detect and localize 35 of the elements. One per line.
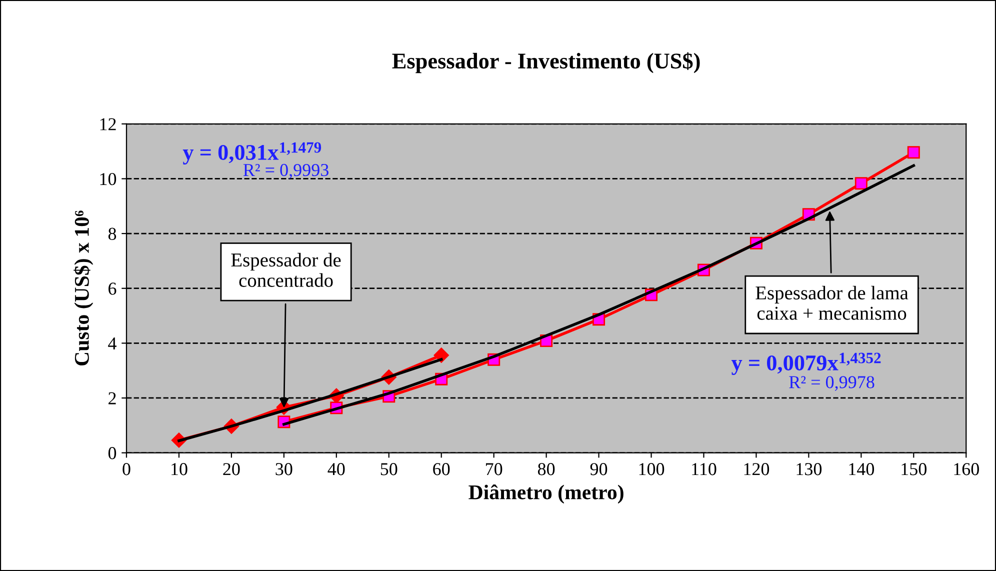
x-tick-label: 80 xyxy=(538,463,555,476)
y-tick-label: 6 xyxy=(108,282,116,295)
x-tick-label: 130 xyxy=(796,463,822,476)
x-tick-label: 0 xyxy=(122,463,130,476)
x-tick-label: 90 xyxy=(590,463,608,476)
x-axis-title: Diâmetro (metro) xyxy=(468,484,624,504)
x-tick-label: 120 xyxy=(744,463,770,476)
annotation: R² = 0,9993 xyxy=(243,164,328,179)
annotation: Espessador de lama caixa + mecanismo xyxy=(756,286,908,320)
y-tick-label: 10 xyxy=(100,172,116,186)
x-tick-label: 50 xyxy=(380,463,398,476)
annotation: Espessador de concentrado xyxy=(231,252,341,287)
y-tick-label: 4 xyxy=(108,338,116,350)
x-tick-label: 30 xyxy=(276,463,292,476)
x-tick-label: 150 xyxy=(902,463,926,476)
y-tick-label: 0 xyxy=(108,447,116,460)
x-tick-label: 40 xyxy=(328,463,345,476)
annotation: y = 0,0079x$^{1,4352}$ xyxy=(731,352,881,376)
annotation: R² = 0,9978 xyxy=(789,376,874,391)
x-tick-label: 110 xyxy=(692,463,716,476)
y-axis-title: Custo (US$) x 10⁶ xyxy=(74,210,94,366)
point xyxy=(907,146,920,159)
y-tick-label: 8 xyxy=(108,228,116,240)
point xyxy=(854,177,868,190)
y-tick-label: 2 xyxy=(108,392,116,404)
x-tick-label: 160 xyxy=(954,463,979,476)
x-tick-label: 10 xyxy=(172,463,188,476)
chart-title: Espessador - Investimento (US$) xyxy=(392,52,700,74)
x-tick-label: 70 xyxy=(486,463,502,476)
x-tick-label: 140 xyxy=(849,463,874,476)
x-tick-label: 60 xyxy=(433,463,450,476)
x-tick-label: 20 xyxy=(223,463,240,476)
x-tick-label: 100 xyxy=(639,463,664,476)
y-tick-label: 12 xyxy=(100,118,116,130)
annotation: y = 0,031x$^{1,1479}$ xyxy=(182,142,322,165)
